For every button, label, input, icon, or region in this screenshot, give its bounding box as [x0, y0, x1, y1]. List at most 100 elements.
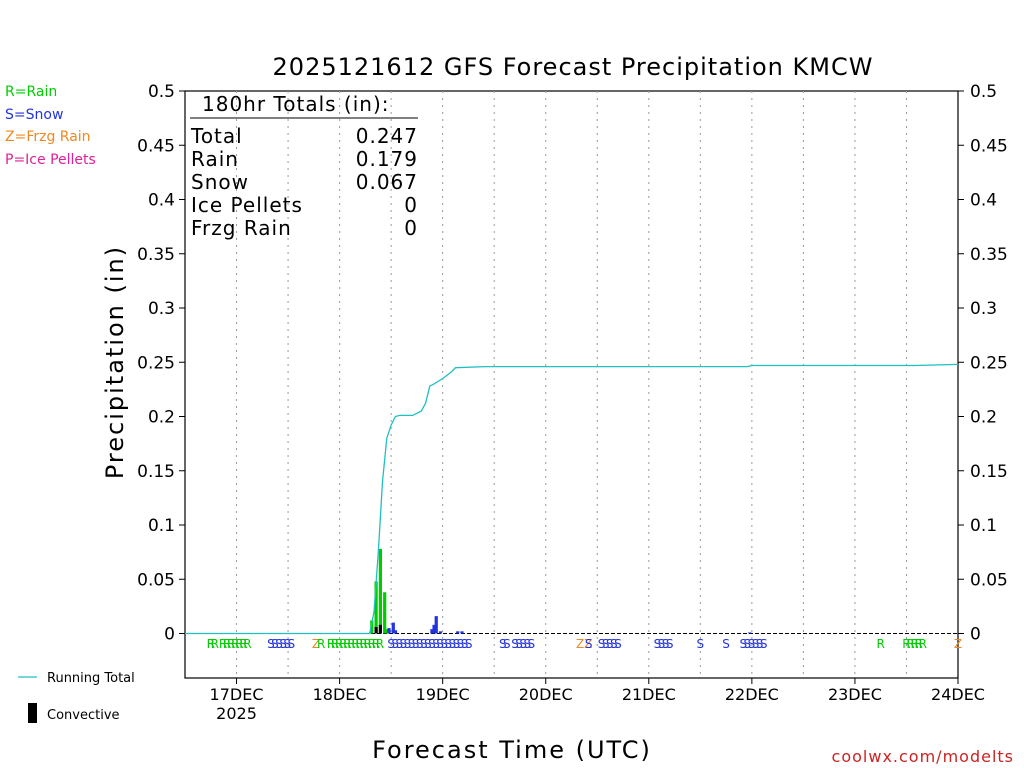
ptype-marker: S	[528, 637, 536, 651]
ptype-marker: R	[207, 637, 215, 651]
ptype-marker: R	[339, 637, 347, 651]
totals-value-total: 0.247	[356, 124, 418, 148]
grid	[236, 91, 907, 678]
ptype-marker: S	[744, 637, 752, 651]
y-tick-label-right: 0.4	[970, 191, 997, 211]
rain-bar	[385, 629, 389, 634]
snow-bar	[393, 630, 398, 634]
ptype-marker: R	[231, 637, 239, 651]
ptype-marker: S	[395, 637, 403, 651]
ptype-marker: S	[436, 637, 444, 651]
ptype-marker: Z	[312, 637, 320, 651]
ptype-marker: S	[271, 637, 279, 651]
y-tick-label-right: 0.2	[970, 408, 997, 428]
legend-rain: R=Rain	[5, 84, 57, 100]
y-tick-label-right: 0.3	[970, 299, 997, 319]
ptype-marker: R	[343, 637, 351, 651]
y-tick-label-left: 0	[164, 625, 175, 645]
ptype-marker: S	[614, 637, 622, 651]
running-total-line	[185, 363, 959, 635]
ptype-marker: S	[662, 637, 670, 651]
ptype-marker: R	[368, 637, 376, 651]
snow-bar	[438, 631, 443, 634]
ptype-marker: S	[666, 637, 674, 651]
ptype-marker: S	[519, 637, 527, 651]
totals-header: 180hr Totals (in):	[202, 92, 390, 116]
ptype-marker: S	[387, 637, 395, 651]
ptype-marker: Z	[584, 637, 592, 651]
rain-bar	[370, 620, 374, 634]
ptype-marker: S	[428, 637, 436, 651]
ptype-marker: S	[722, 637, 730, 651]
y-tick-label-right: 0.5	[970, 82, 997, 102]
ptype-marker: S	[610, 637, 618, 651]
y-tick-label-left: 0.45	[137, 136, 175, 156]
ptype-marker: S	[598, 637, 606, 651]
ptype-marker: R	[331, 637, 339, 651]
totals-label-frzg-rain: Frzg Rain	[191, 216, 292, 240]
y-tick-label-right: 0.15	[970, 462, 1008, 482]
y-tick-label-right: 0.35	[970, 245, 1008, 265]
rain-bar	[374, 581, 378, 634]
totals-value-snow: 0.067	[356, 170, 418, 194]
legend-snow: S=Snow	[5, 107, 63, 123]
y-tick-label-right: 0.25	[970, 353, 1008, 373]
y-tick-label-left: 0.5	[148, 82, 175, 102]
ptype-marker: S	[408, 637, 416, 651]
totals-value-ice-pellets: 0	[404, 193, 418, 217]
ptype-marker: S	[267, 637, 275, 651]
y-tick-label-left: 0.3	[148, 299, 175, 319]
ptype-marker: S	[404, 637, 412, 651]
y-tick-label-left: 0.4	[148, 191, 175, 211]
y-ticks-right: 0 0.05 0.1 0.15 0.2 0.25 0.3 0.35 0.4 0.45 0.5	[958, 82, 1008, 645]
totals-label-rain: Rain	[191, 147, 239, 171]
ptype-marker: S	[283, 637, 291, 651]
x-tick-label: 21DEC	[622, 685, 676, 704]
snow-bar	[391, 622, 395, 634]
ptype-marker: S	[465, 637, 473, 651]
ptype-marker: S	[602, 637, 610, 651]
ptype-marker: S	[499, 637, 507, 651]
y-tick-label-left: 0.2	[148, 408, 175, 428]
x-tick-label: 22DEC	[725, 685, 779, 704]
rain-bar	[383, 592, 387, 634]
convective-legend-swatch	[28, 703, 37, 723]
ptype-marker: Z	[576, 637, 584, 651]
ptype-marker: R	[351, 637, 359, 651]
ptype-marker: R	[211, 637, 219, 651]
convective-bar	[378, 624, 383, 634]
ptype-marker: R	[372, 637, 380, 651]
ptype-marker: Z	[954, 637, 962, 651]
x-tick-label: 18DEC	[313, 685, 367, 704]
totals-value-frzg-rain: 0	[404, 216, 418, 240]
x-tick-label: 19DEC	[416, 685, 470, 704]
ptype-marker: S	[511, 637, 519, 651]
x-tick-sublabel: 2025	[216, 704, 257, 723]
y-tick-label-left: 0.15	[137, 462, 175, 482]
ptype-marker: R	[910, 637, 918, 651]
ptype-marker: S	[432, 637, 440, 651]
plot-frame	[184, 90, 959, 679]
ptype-marker: R	[317, 637, 325, 651]
ptype-marker: R	[243, 637, 251, 651]
ptype-marker: R	[376, 637, 384, 651]
ptype-marker: S	[391, 637, 399, 651]
convective-legend-label: Convective	[47, 708, 120, 723]
ptype-marker: R	[902, 637, 910, 651]
totals-value-rain: 0.179	[356, 147, 418, 171]
ptype-marker: S	[424, 637, 432, 651]
ptype-marker: S	[515, 637, 523, 651]
x-tick-label: 20DEC	[519, 685, 573, 704]
snow-bar	[432, 624, 436, 634]
totals-box: 180hr Totals (in): Total 0.247 Rain 0.17…	[190, 92, 418, 240]
ptype-marker: S	[658, 637, 666, 651]
ptype-marker: S	[606, 637, 614, 651]
ptype-marker: S	[449, 637, 457, 651]
ptype-marker: S	[760, 637, 768, 651]
watermark: coolwx.com/modelts	[832, 747, 1014, 766]
ptype-marker: S	[756, 637, 764, 651]
ptype-marker: S	[654, 637, 662, 651]
